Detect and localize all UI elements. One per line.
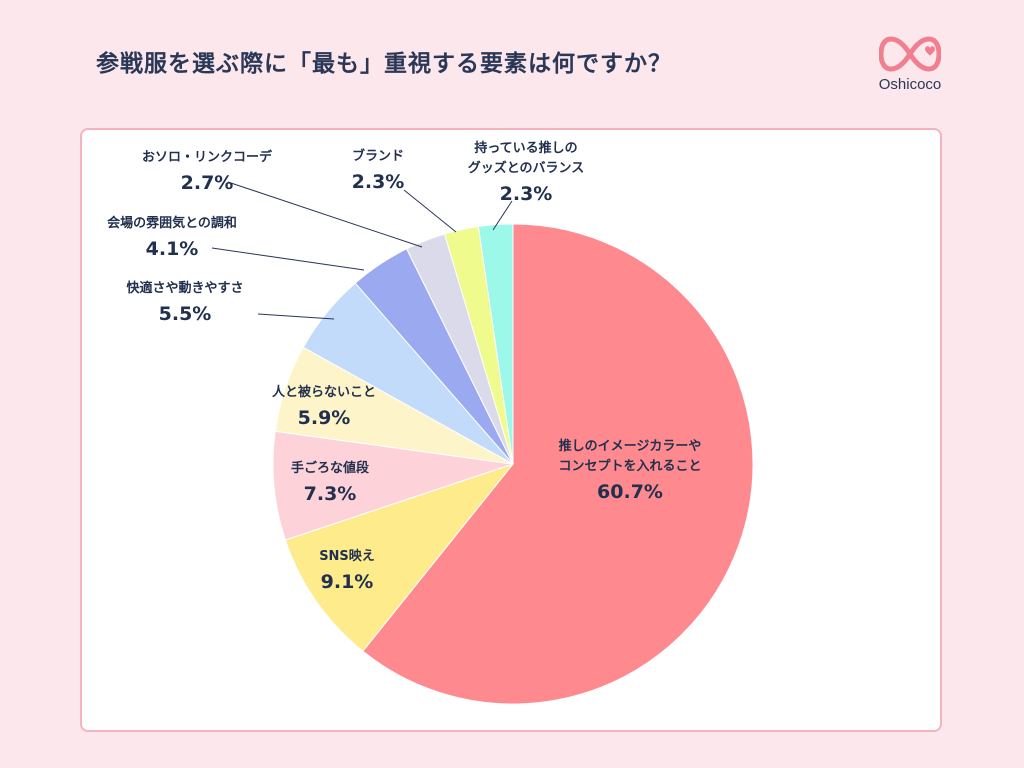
- slice-value-label: 5.5%: [159, 303, 212, 325]
- leader-line: [211, 247, 365, 271]
- slice-label: コンセプトを入れること: [558, 459, 701, 474]
- pie-slice: [477, 223, 514, 465]
- leader-line: [257, 313, 335, 320]
- chart-card: 推しのイメージカラーや コンセプトを入れること 60.7% SNS映え 9.1% 手ごろな…: [80, 128, 942, 732]
- slice-label: グッズとのバランス: [468, 160, 585, 176]
- page-title: 参戦服を選ぶ際に「最も」重視する要素は何ですか？: [96, 51, 672, 77]
- slice-label: 人と被らないこと: [272, 384, 376, 400]
- slice-label: SNS映え: [319, 548, 375, 564]
- leader-line: [227, 181, 423, 248]
- slice-value-label: 2.7%: [181, 172, 234, 194]
- slice-value-label: 9.1%: [321, 571, 374, 593]
- slice-value-label: 7.3%: [304, 483, 357, 505]
- brand-logo: Oshicoco: [872, 34, 948, 98]
- pie-slice: [284, 462, 515, 652]
- leader-line: [403, 189, 457, 233]
- slice-value-label: 2.3%: [352, 171, 405, 193]
- slice-label: おソロ・リンクコーデ: [142, 149, 273, 165]
- slice-label: ブランド: [352, 148, 404, 164]
- slice-value-label: 4.1%: [146, 238, 199, 260]
- leader-line: [492, 200, 513, 231]
- slice-label: 推しのイメージカラーや: [559, 438, 702, 454]
- slice-label: 快適さや動きやすさ: [126, 280, 243, 296]
- slice-value-label: 60.7%: [597, 481, 663, 503]
- brand-name: Oshicoco: [878, 76, 942, 93]
- slice-label: 持っている推しの: [474, 140, 577, 156]
- infinity-heart-icon: [879, 36, 941, 72]
- slice-value-label: 2.3%: [500, 183, 553, 205]
- slice-label: 手ごろな値段: [291, 460, 369, 476]
- slice-label: 会場の雰囲気との調和: [107, 215, 237, 231]
- pie-slice: [272, 430, 514, 541]
- pie-slice: [362, 223, 754, 705]
- slice-value-label: 5.9%: [298, 407, 351, 429]
